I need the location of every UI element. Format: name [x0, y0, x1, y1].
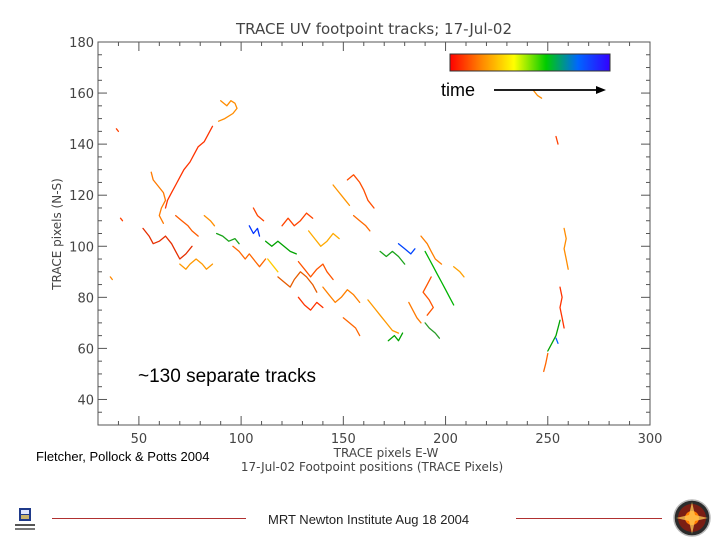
footpoint-track — [332, 184, 351, 207]
footpoint-track — [150, 171, 167, 224]
footpoint-track — [555, 337, 559, 344]
footpoint-track — [252, 207, 265, 222]
footpoint-track — [109, 276, 113, 281]
x-tick-label: 50 — [131, 432, 148, 447]
footpoint-track — [277, 271, 318, 293]
footpoint-track — [420, 235, 443, 265]
footer-text: MRT Newton Institute Aug 18 2004 — [268, 512, 470, 527]
chart-title: TRACE UV footpoint tracks; 17-Jul-02 — [235, 20, 512, 38]
footpoint-track — [367, 299, 400, 334]
footpoint-track — [352, 214, 371, 232]
footer-rule-right — [516, 518, 662, 519]
footpoint-track — [424, 322, 441, 339]
footpoint-track — [297, 260, 334, 281]
time-arrowhead-icon — [596, 86, 606, 94]
footpoint-track — [547, 319, 561, 352]
university-logo-icon — [15, 508, 35, 530]
mission-patch-icon — [673, 499, 711, 537]
footpoint-track — [543, 352, 549, 373]
footpoint-track — [297, 296, 324, 311]
footpoint-track — [346, 174, 375, 209]
x-axis-label-secondary: 17-Jul-02 Footpoint positions (TRACE Pix… — [241, 460, 503, 474]
x-tick-label: 150 — [331, 432, 356, 447]
footpoint-track — [408, 301, 422, 324]
footpoint-track — [164, 125, 214, 209]
tracks-count-annotation: ~130 separate tracks — [138, 366, 316, 387]
footpoint-track — [264, 240, 297, 255]
y-tick-label: 40 — [77, 393, 94, 408]
footpoint-track — [215, 232, 240, 245]
x-axis-label: TRACE pixels E-W — [333, 446, 439, 460]
y-tick-label: 100 — [69, 240, 94, 255]
footpoint-track — [119, 217, 124, 222]
footpoint-track — [115, 128, 120, 133]
x-tick-label: 250 — [535, 432, 560, 447]
footpoint-track — [217, 100, 238, 122]
y-tick-label: 180 — [69, 36, 94, 51]
footpoint-track — [179, 258, 214, 270]
time-label: time — [441, 80, 476, 100]
y-tick-label: 160 — [69, 87, 94, 102]
footpoint-track — [379, 250, 406, 265]
x-tick-label: 100 — [229, 432, 254, 447]
y-axis-label: TRACE pixels (N-S) — [50, 178, 64, 291]
footpoint-track — [563, 227, 569, 270]
footpoint-track — [203, 214, 216, 227]
footpoint-track — [453, 266, 465, 278]
footer-rule-left — [52, 518, 246, 519]
footpoint-track — [422, 276, 434, 316]
footpoint-track — [322, 286, 361, 304]
footpoint-track — [307, 230, 340, 247]
y-tick-label: 140 — [69, 138, 94, 153]
footpoint-track — [248, 225, 261, 237]
footpoint-track — [232, 245, 267, 268]
footpoint-track — [559, 286, 565, 329]
footpoint-track — [532, 89, 543, 99]
footpoint-track — [281, 212, 314, 227]
credit-text: Fletcher, Pollock & Potts 2004 — [36, 449, 210, 464]
y-tick-label: 120 — [69, 189, 94, 204]
x-tick-label: 200 — [433, 432, 458, 447]
footpoint-track — [424, 250, 455, 306]
footpoint-track — [142, 227, 193, 260]
footpoint-track — [555, 135, 559, 145]
time-colorbar — [449, 53, 611, 72]
footpoint-track — [397, 243, 416, 255]
y-tick-label: 60 — [77, 342, 94, 357]
y-tick-label: 80 — [77, 291, 94, 306]
footpoint-track — [387, 332, 404, 342]
footpoint-track — [267, 258, 279, 273]
x-tick-label: 300 — [638, 432, 663, 447]
footpoint-track — [342, 317, 361, 337]
footpoint-track — [175, 214, 199, 237]
